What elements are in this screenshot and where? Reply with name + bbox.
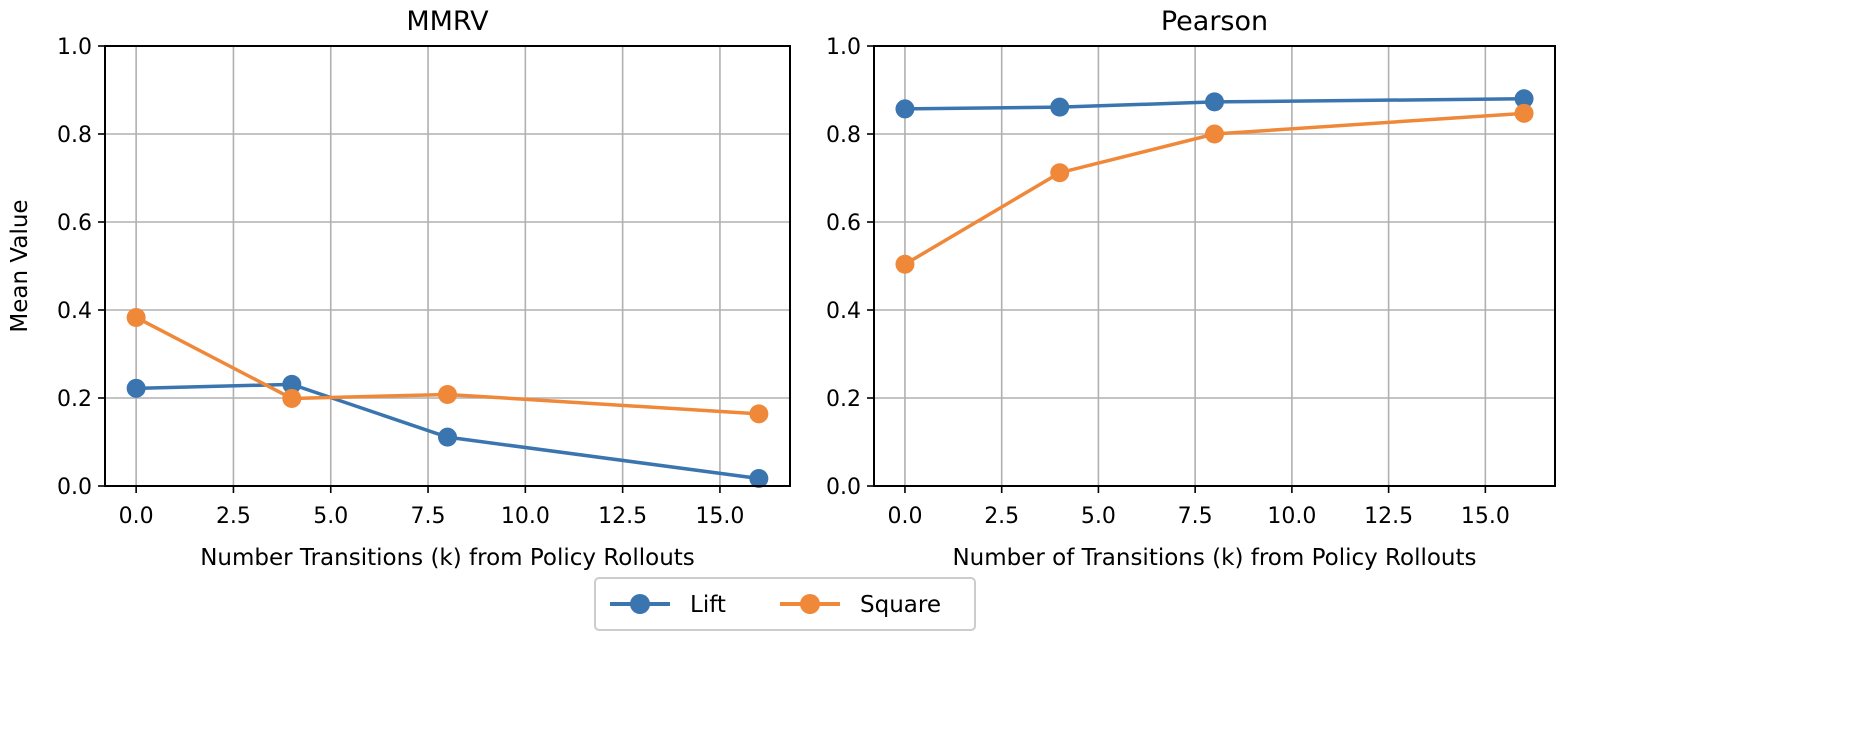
- data-point: [895, 99, 915, 119]
- series-line: [135, 315, 759, 416]
- x-tick-label: 7.5: [1178, 504, 1213, 529]
- x-tick-label: 0.0: [119, 504, 154, 529]
- y-tick-label: 0.0: [826, 475, 861, 500]
- data-point: [282, 388, 302, 408]
- series-lift: [895, 89, 1534, 119]
- data-point: [438, 427, 457, 447]
- data-point: [1514, 89, 1534, 109]
- legend-marker-square: [800, 594, 820, 614]
- legend: Lift Square: [594, 577, 976, 631]
- y-tick-label: 0.6: [826, 211, 861, 236]
- x-axis-label: Number Transitions (k) from Policy Rollo…: [200, 545, 695, 571]
- y-tick-label: 0.4: [826, 299, 861, 324]
- y-tick-label: 0.8: [826, 123, 861, 148]
- data-point: [126, 378, 146, 398]
- y-tick-label: 1.0: [826, 35, 861, 60]
- x-tick-label: 2.5: [984, 504, 1019, 529]
- x-tick-label: 7.5: [411, 504, 446, 529]
- data-point: [1050, 163, 1070, 183]
- y-tick-label: 0.4: [57, 299, 92, 324]
- y-tick-label: 0.6: [57, 211, 92, 236]
- x-tick-label: 5.0: [313, 504, 348, 529]
- x-tick-label: 0.0: [887, 504, 922, 529]
- y-axis-label: Mean Value: [7, 199, 33, 332]
- data-point: [126, 307, 146, 327]
- series-line: [904, 111, 1525, 266]
- x-tick-label: 15.0: [695, 504, 744, 529]
- legend-label-lift: Lift: [690, 592, 726, 618]
- subplot-pearson: 0.0 2.5 5.0 7.5 10.0 12.5 15.0 0.0 0.2 0.4 0.6 0.8 1…: [826, 6, 1556, 571]
- x-tick-label: 12.5: [598, 504, 647, 529]
- subplot-title: MMRV: [406, 6, 489, 37]
- x-tick-label: 10.0: [501, 504, 550, 529]
- data-point: [1050, 97, 1070, 117]
- data-point: [1514, 103, 1534, 123]
- series-square: [895, 103, 1534, 274]
- x-tick-label: 5.0: [1081, 504, 1116, 529]
- x-axis-label: Number of Transitions (k) from Policy Ro…: [952, 545, 1476, 571]
- subplot-title: Pearson: [1161, 6, 1268, 37]
- x-tick-label: 12.5: [1364, 504, 1413, 529]
- data-point: [749, 404, 769, 424]
- data-point: [1205, 124, 1224, 144]
- data-point: [749, 469, 769, 489]
- axes-frame: [104, 45, 791, 487]
- series-line: [904, 97, 1525, 111]
- data-point: [438, 384, 457, 404]
- y-tick-label: 0.2: [826, 387, 861, 412]
- legend-label-square: Square: [860, 592, 941, 618]
- x-tick-label: 2.5: [216, 504, 251, 529]
- axes-frame: [873, 45, 1556, 487]
- series-square: [126, 307, 769, 424]
- legend-marker-lift: [630, 594, 650, 614]
- y-tick-label: 0.8: [57, 123, 92, 148]
- data-point: [282, 374, 302, 394]
- y-tick-label: 0.2: [57, 387, 92, 412]
- data-point: [1205, 92, 1224, 112]
- y-tick-label: 0.0: [57, 475, 92, 500]
- series-lift: [126, 374, 769, 489]
- x-tick-label: 10.0: [1267, 504, 1316, 529]
- subplot-mmrv: 0.0 2.5 5.0 7.5 10.0 12.5 15.0 0.0 0.2 0.4 0.6 0.8 1…: [7, 6, 791, 571]
- data-point: [895, 254, 915, 274]
- x-tick-label: 15.0: [1461, 504, 1510, 529]
- series-line: [136, 382, 760, 481]
- y-tick-label: 1.0: [57, 35, 92, 60]
